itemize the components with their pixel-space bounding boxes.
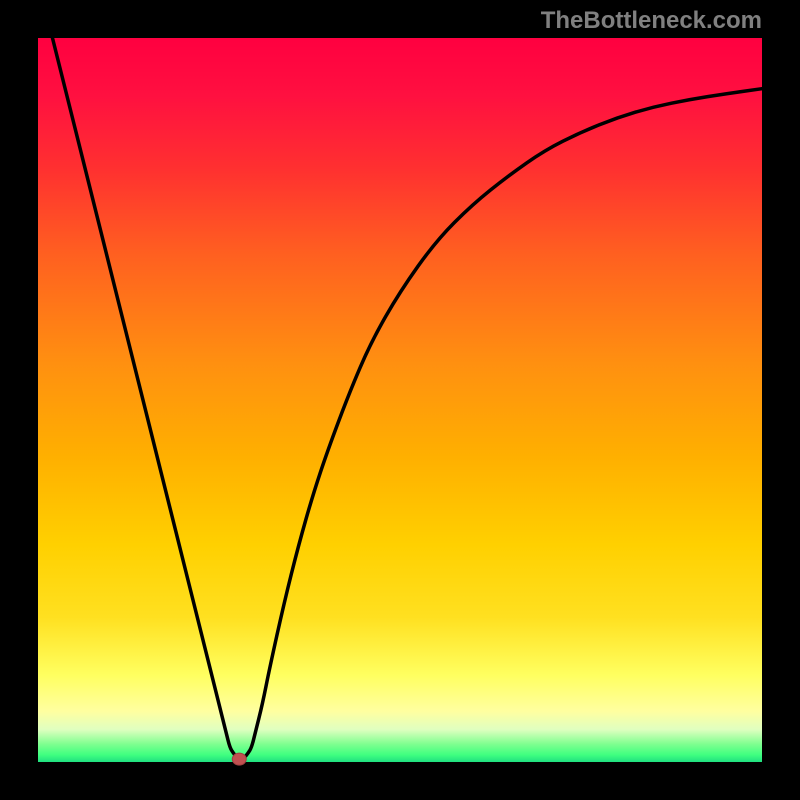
plot-area xyxy=(38,38,762,762)
minimum-marker xyxy=(232,753,246,765)
curve-layer xyxy=(38,38,762,762)
watermark-text: TheBottleneck.com xyxy=(541,7,762,35)
bottleneck-curve xyxy=(52,38,762,759)
chart-container: TheBottleneck.com xyxy=(0,0,800,800)
